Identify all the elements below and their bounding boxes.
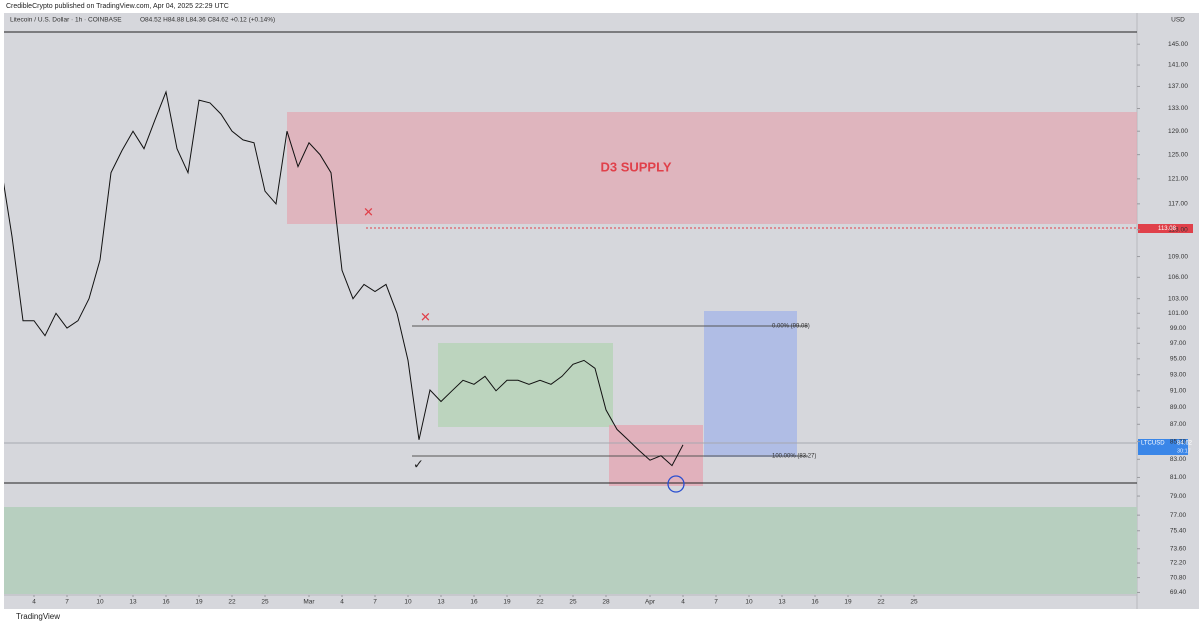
supply-zone: [287, 112, 1137, 224]
y-tick-label: 97.00: [1170, 340, 1187, 347]
x-tick-label: 25: [910, 599, 918, 606]
chart-title: Litecoin / U.S. Dollar · 1h · COINBASE: [10, 17, 122, 24]
y-tick-label: 75.40: [1170, 527, 1187, 534]
target-box: [704, 311, 797, 457]
y-tick-label: 72.20: [1170, 560, 1187, 567]
x-tick-label: 16: [811, 599, 819, 606]
price-tag: [1138, 224, 1193, 233]
y-tick-label: 93.00: [1170, 371, 1187, 378]
y-tick-label: 69.40: [1170, 589, 1187, 596]
x-tick-label: 10: [404, 599, 412, 606]
y-tick-label: 117.00: [1168, 201, 1188, 208]
x-tick-label: 16: [162, 599, 170, 606]
x-tick-label: 22: [877, 599, 885, 606]
x-tick-label: 4: [32, 599, 36, 606]
annotation: 0.00% (99.08): [772, 324, 810, 330]
annotation: 30:17: [1177, 448, 1191, 454]
y-tick-label: 70.80: [1170, 574, 1187, 581]
x-tick-label: 19: [195, 599, 203, 606]
y-tick-label: 83.00: [1170, 456, 1187, 463]
y-tick-label: 145.00: [1168, 41, 1188, 48]
circle-marker: [667, 475, 685, 493]
annotation: 100.00% (83.27): [772, 454, 816, 460]
ohlc: O84.52 H84.88 L84.36 C84.62 +0.12 (+0.14…: [140, 17, 275, 24]
range-box: [438, 343, 613, 427]
x-tick-label: 22: [536, 599, 544, 606]
annotation: LTCUSD: [1141, 441, 1165, 447]
x-tick-label: 16: [470, 599, 478, 606]
y-tick-label: 121.00: [1168, 176, 1188, 183]
y-tick-label: 89.00: [1170, 404, 1187, 411]
x-tick-label: 25: [261, 599, 269, 606]
y-tick-label: 103.00: [1168, 295, 1188, 302]
y-tick-label: 125.00: [1168, 151, 1188, 158]
time-axis: [4, 595, 1137, 609]
x-tick-label: 13: [778, 599, 786, 606]
x-tick-label: 7: [714, 599, 718, 606]
x-tick-label: 13: [437, 599, 445, 606]
y-tick-label: 85.00: [1170, 438, 1187, 445]
y-tick-label: 79.00: [1170, 493, 1187, 500]
price-tag: [1138, 439, 1188, 455]
x-tick-label: 4: [340, 599, 344, 606]
x-tick-label: 7: [373, 599, 377, 606]
x-tick-label: 22: [228, 599, 236, 606]
y-tick-label: 133.00: [1168, 105, 1188, 112]
y-tick-label: 99.00: [1170, 325, 1187, 332]
y-tick-label: 81.00: [1170, 474, 1187, 481]
y-tick-label: 73.60: [1170, 545, 1187, 552]
y-tick-label: 95.00: [1170, 356, 1187, 363]
annotation: 113.08: [1158, 226, 1177, 232]
y-tick-label: 109.00: [1168, 253, 1188, 260]
price-line: [4, 90, 684, 467]
y-tick-label: 129.00: [1168, 128, 1188, 135]
y-tick-label: 77.00: [1170, 512, 1187, 519]
x-tick-label: 19: [844, 599, 852, 606]
plot-area: [4, 13, 1137, 595]
y-tick-label: 87.00: [1170, 421, 1187, 428]
y-tick-label: 91.00: [1170, 388, 1187, 395]
x-tick-label: 10: [96, 599, 104, 606]
x-tick-label: Mar: [303, 599, 315, 606]
x-tick-label: 7: [65, 599, 69, 606]
footer: TradingView: [16, 612, 60, 621]
y-tick-label: 137.00: [1168, 83, 1188, 90]
x-tick-label: 28: [602, 599, 610, 606]
check-marker: ✓: [413, 456, 424, 471]
x-tick-label: 13: [129, 599, 137, 606]
y-tick-label: 113.00: [1168, 226, 1188, 233]
x-tick-label: Apr: [645, 599, 656, 606]
x-tick-label: 19: [503, 599, 511, 606]
x-tick-label: 10: [745, 599, 753, 606]
y-tick-label: 106.00: [1168, 274, 1188, 281]
annotation: D3 SUPPLY: [600, 159, 671, 174]
publisher: CredibleCrypto published on TradingView.…: [6, 3, 229, 10]
demand-zone: [4, 507, 1137, 594]
x-tick-label: 4: [681, 599, 685, 606]
currency: USD: [1171, 17, 1185, 24]
price-axis: [1137, 13, 1199, 609]
y-tick-label: 101.00: [1168, 310, 1188, 317]
y-tick-label: 141.00: [1168, 62, 1188, 69]
x-marker: ✕: [420, 309, 431, 324]
x-marker: ✕: [363, 204, 374, 219]
annotation: 84.62: [1177, 441, 1193, 447]
x-tick-label: 25: [569, 599, 577, 606]
